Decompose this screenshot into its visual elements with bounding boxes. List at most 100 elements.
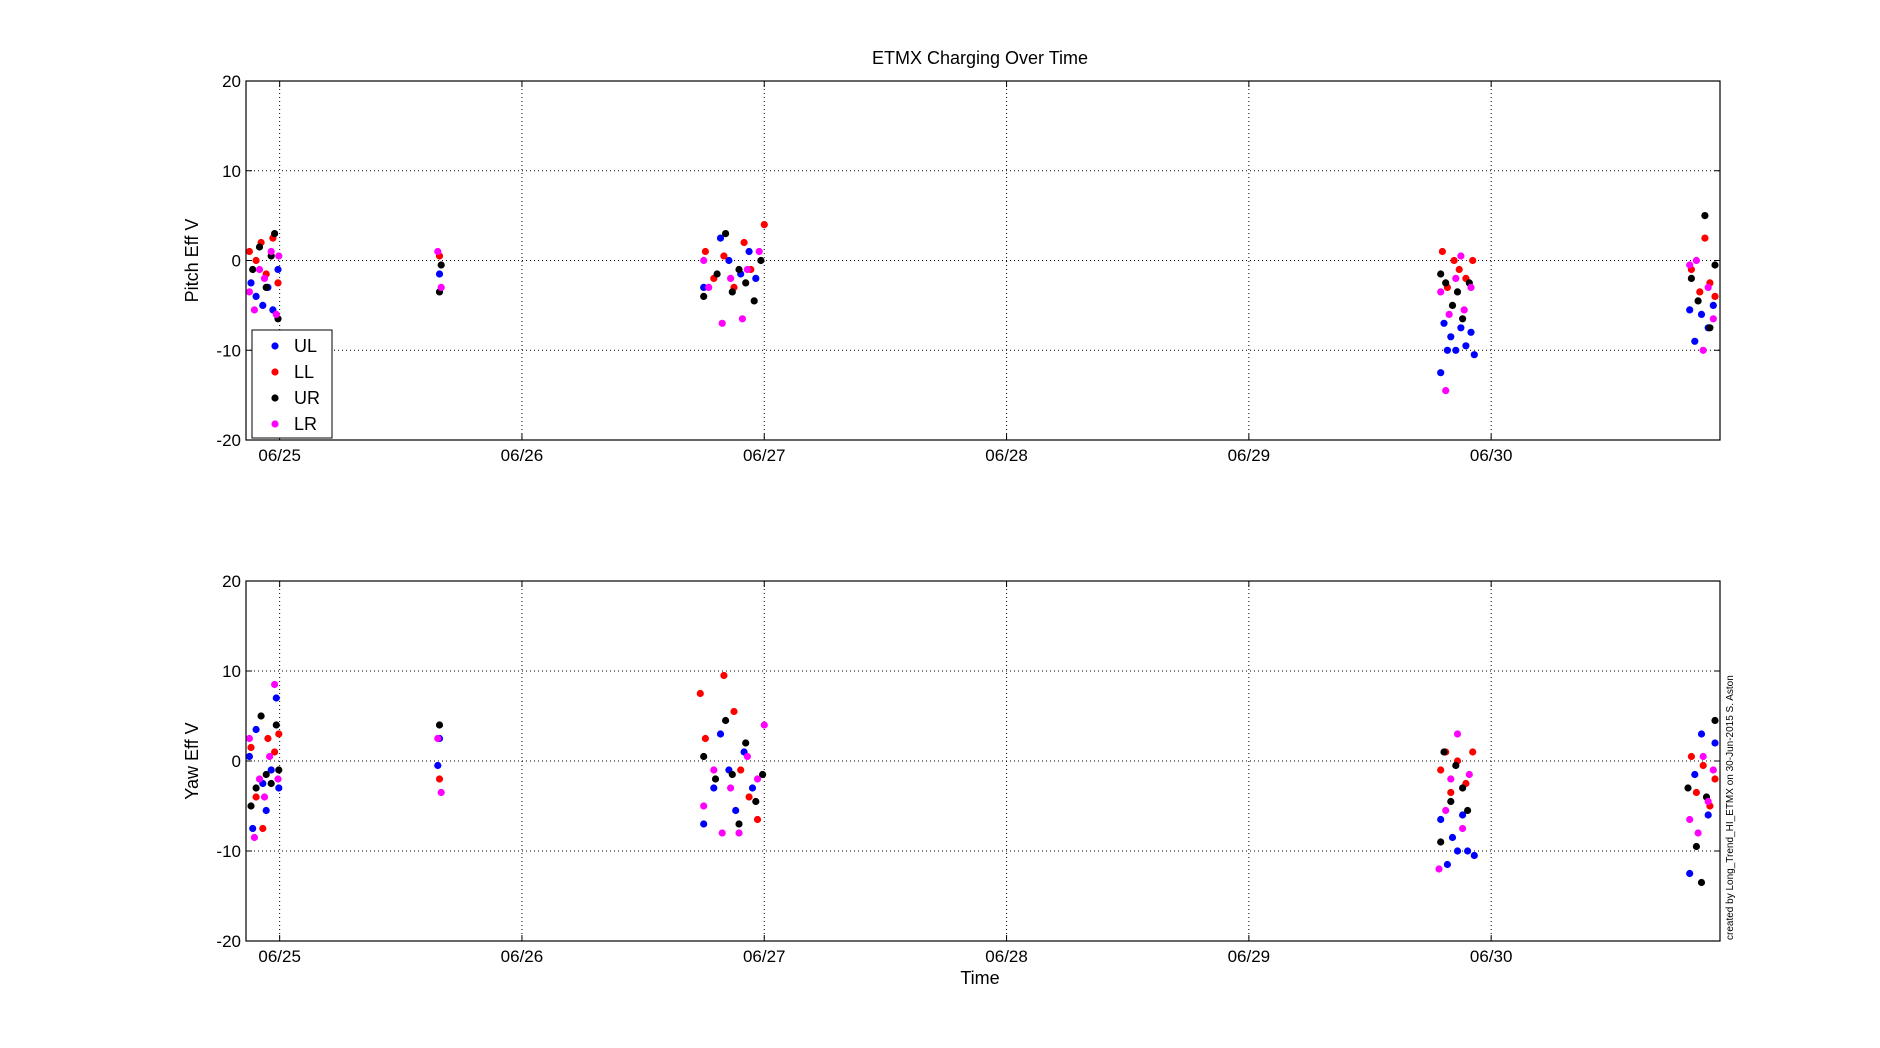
legend-label-ul: UL	[294, 336, 317, 356]
data-point-ul	[748, 784, 757, 792]
data-point-lr	[260, 274, 269, 282]
data-point-ll	[1447, 788, 1455, 797]
data-point-ll	[274, 279, 282, 287]
x-tick-label: 06/26	[501, 947, 544, 966]
data-point-ll	[760, 221, 768, 229]
data-point-ul	[1457, 324, 1465, 332]
x-tick-label: 06/28	[985, 446, 1028, 465]
data-point-ul	[1704, 811, 1712, 819]
data-point-lr	[271, 680, 279, 689]
data-point-ur	[1440, 748, 1448, 756]
data-point-lr	[710, 766, 718, 774]
data-point-lr	[266, 752, 274, 761]
data-point-lr	[434, 734, 442, 743]
data-point-lr	[255, 265, 264, 274]
data-point-ur	[722, 716, 730, 725]
data-point-ul	[1470, 351, 1478, 359]
data-point-ur	[1697, 878, 1706, 887]
data-point-ul	[247, 279, 255, 287]
data-point-ur	[1453, 288, 1462, 296]
data-point-ul	[1462, 342, 1470, 350]
data-point-ll	[271, 748, 279, 756]
data-point-lr	[274, 775, 282, 783]
data-point-lr	[1452, 274, 1460, 282]
data-point-ul	[249, 824, 257, 833]
data-point-lr	[1704, 797, 1712, 806]
y-tick-label: 20	[222, 572, 241, 591]
x-tick-label: 06/27	[743, 446, 786, 465]
data-point-ur	[255, 243, 264, 251]
data-point-ur	[1684, 784, 1692, 792]
data-point-ul	[275, 784, 283, 792]
data-point-ur	[1459, 784, 1467, 792]
y-tick-label: 0	[232, 752, 241, 771]
data-point-lr	[1709, 766, 1717, 774]
data-point-ll	[1438, 247, 1446, 256]
data-point-ll	[720, 671, 728, 680]
data-point-ll	[1455, 265, 1463, 274]
data-point-ur	[757, 256, 765, 265]
data-point-lr	[735, 829, 743, 837]
data-point-ur	[267, 779, 275, 788]
data-point-ul	[1691, 770, 1699, 779]
data-point-ur	[262, 770, 270, 779]
data-point-lr	[1694, 829, 1702, 837]
data-point-lr	[250, 306, 258, 314]
data-point-lr	[700, 802, 708, 810]
data-point-ul	[435, 270, 444, 278]
data-point-ur	[257, 712, 265, 720]
data-point-ul	[1697, 730, 1706, 738]
data-point-lr	[267, 247, 275, 256]
data-point-ll	[252, 793, 260, 801]
data-point-lr	[1459, 824, 1467, 833]
data-point-ul	[245, 752, 253, 761]
data-point-lr	[255, 775, 264, 783]
data-point-ll	[252, 256, 260, 265]
data-point-ur	[735, 265, 743, 274]
data-point-ul	[1437, 369, 1445, 377]
data-point-ll	[696, 689, 704, 698]
x-tick-label: 06/25	[258, 446, 301, 465]
data-point-lr	[1457, 252, 1465, 260]
data-point-lr	[1704, 283, 1712, 291]
data-point-ll	[720, 252, 728, 260]
data-point-ur	[249, 265, 257, 274]
data-point-ur	[275, 766, 283, 774]
data-point-ll	[737, 766, 745, 774]
data-point-ll	[1696, 288, 1704, 296]
data-point-ll	[259, 824, 267, 833]
data-point-ll	[1692, 788, 1700, 797]
data-point-ur	[711, 775, 720, 783]
data-point-ul	[1709, 301, 1717, 309]
data-point-ul	[1452, 346, 1460, 354]
data-point-ur	[252, 784, 260, 792]
y-tick-label: -10	[216, 842, 241, 861]
legend-label-ll: LL	[294, 362, 314, 382]
data-point-ll	[1469, 256, 1477, 265]
x-tick-label: 06/29	[1228, 446, 1271, 465]
data-point-lr	[727, 784, 735, 792]
data-point-lr	[272, 310, 280, 318]
data-point-ur	[742, 279, 750, 287]
data-point-lr	[434, 247, 442, 256]
data-point-lr	[718, 829, 726, 837]
data-point-ur	[752, 797, 760, 806]
data-point-lr	[743, 265, 752, 274]
y-tick-label: -20	[216, 431, 241, 450]
data-point-ll	[1699, 761, 1707, 770]
data-point-ll	[701, 247, 710, 256]
data-point-lr	[1447, 775, 1455, 783]
data-point-ul	[274, 265, 282, 274]
legend-label-ur: UR	[294, 388, 320, 408]
data-point-ur	[700, 752, 708, 761]
y-tick-label: -20	[216, 932, 241, 951]
data-point-ul	[716, 730, 725, 738]
data-point-lr	[1437, 288, 1445, 296]
x-tick-label: 06/29	[1228, 947, 1271, 966]
data-point-lr	[260, 793, 269, 801]
data-point-ur	[1694, 297, 1702, 305]
data-point-ul	[752, 274, 760, 282]
data-point-lr	[437, 788, 445, 797]
data-point-ul	[1453, 847, 1462, 855]
